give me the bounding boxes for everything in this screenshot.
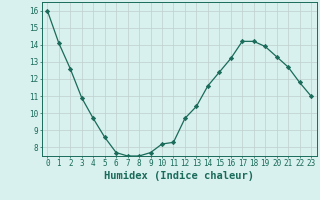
X-axis label: Humidex (Indice chaleur): Humidex (Indice chaleur) [104, 171, 254, 181]
